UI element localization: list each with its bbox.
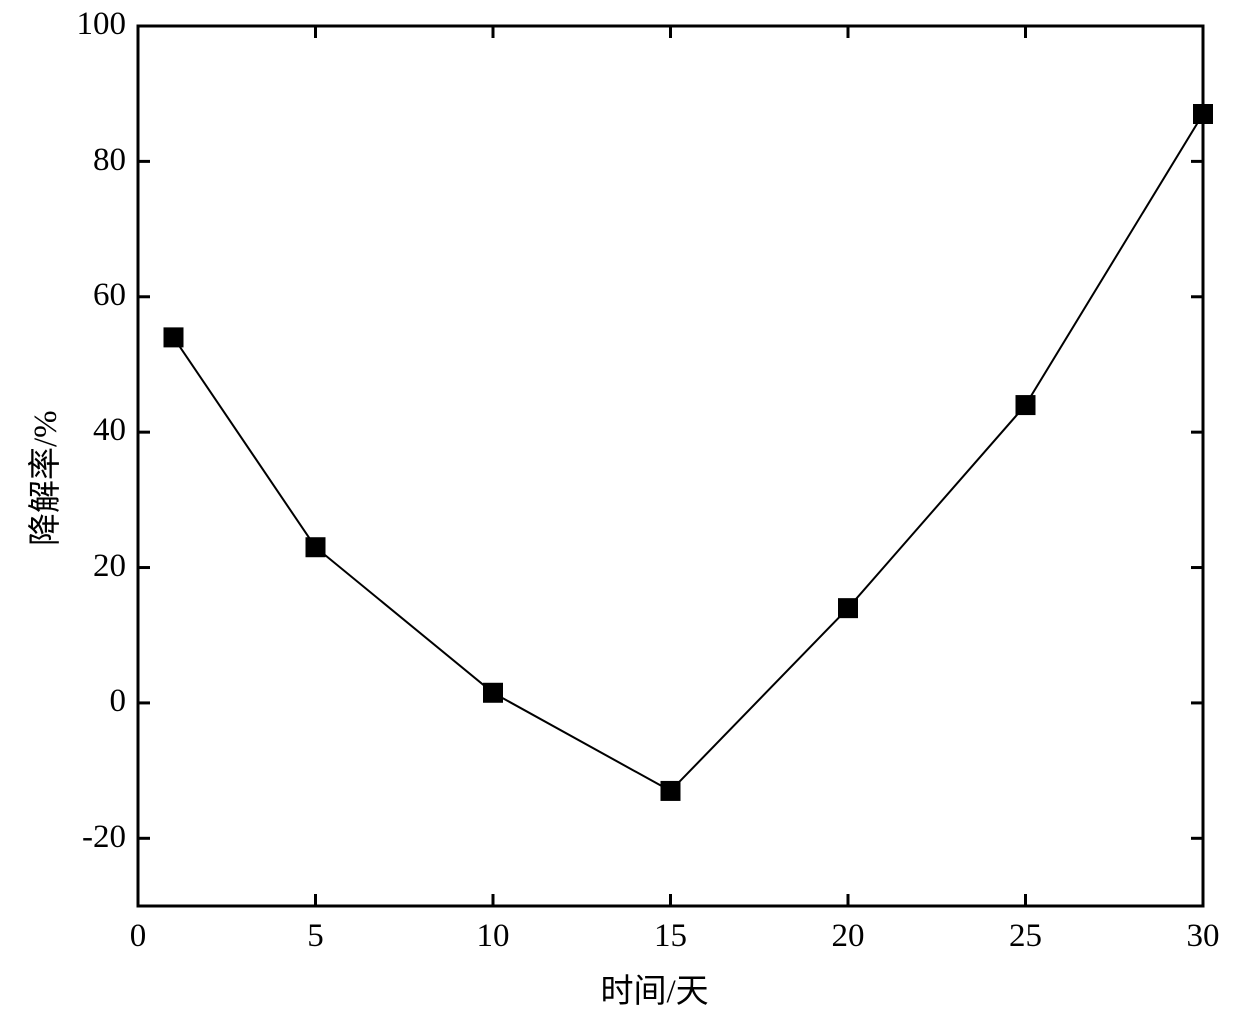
y-tick-label: 0	[46, 683, 126, 720]
y-tick-label: 60	[46, 277, 126, 314]
chart-container: { "chart": { "type": "line", "background…	[0, 0, 1240, 1036]
x-tick-label: 10	[453, 918, 533, 955]
data-marker	[306, 537, 326, 557]
data-marker	[1193, 104, 1213, 124]
x-tick-label: 25	[986, 918, 1066, 955]
data-marker	[661, 781, 681, 801]
x-tick-label: 30	[1163, 918, 1240, 955]
x-tick-label: 20	[808, 918, 888, 955]
data-marker	[483, 683, 503, 703]
y-tick-label: 40	[46, 412, 126, 449]
data-marker	[164, 327, 184, 347]
y-tick-label: -20	[46, 819, 126, 856]
data-marker	[838, 598, 858, 618]
x-axis-label: 时间/天	[601, 964, 709, 1012]
y-tick-label: 100	[46, 6, 126, 43]
x-tick-label: 15	[631, 918, 711, 955]
y-tick-label: 20	[46, 548, 126, 585]
x-tick-label: 0	[98, 918, 178, 955]
chart-svg	[0, 0, 1240, 1036]
data-marker	[1016, 395, 1036, 415]
x-tick-label: 5	[276, 918, 356, 955]
y-tick-label: 80	[46, 142, 126, 179]
